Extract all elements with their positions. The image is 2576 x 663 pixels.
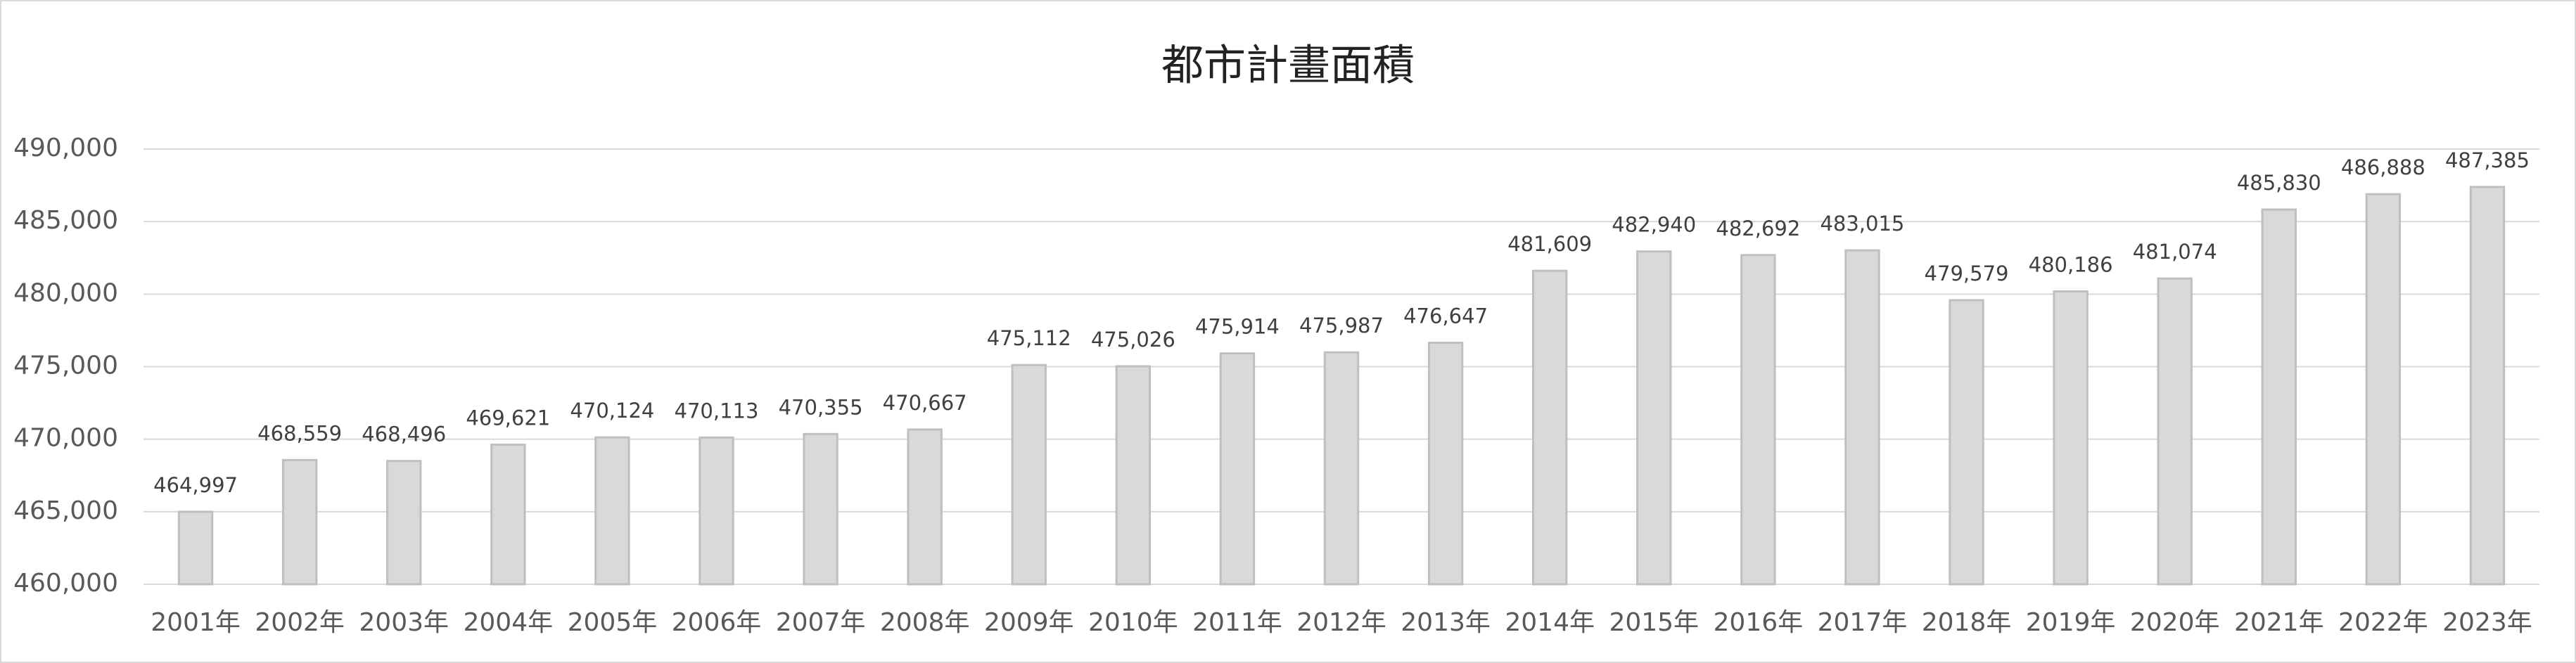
data-label: 485,830 (2237, 171, 2321, 195)
x-tick-label: 2017年 (1818, 608, 1908, 637)
y-tick-label: 490,000 (13, 134, 118, 162)
bar (1115, 365, 1152, 586)
data-label: 470,113 (675, 399, 759, 423)
bar (177, 510, 214, 586)
data-label: 470,667 (883, 391, 967, 415)
x-tick-label: 2021年 (2234, 608, 2324, 637)
data-label: 464,997 (153, 473, 238, 497)
bar (1740, 254, 1776, 586)
y-tick-label: 485,000 (13, 206, 118, 235)
x-tick-label: 2007年 (776, 608, 866, 637)
data-label: 468,559 (257, 421, 342, 445)
bar (2053, 290, 2089, 586)
bar (803, 432, 839, 586)
x-tick-label: 2002年 (255, 608, 345, 637)
x-tick-label: 2014年 (1505, 608, 1595, 637)
bar (2469, 186, 2506, 586)
y-tick-label: 480,000 (13, 278, 118, 307)
y-tick-label: 460,000 (13, 569, 118, 598)
x-tick-label: 2009年 (984, 608, 1074, 637)
chart-title: 都市計畫面積 (1161, 41, 1415, 91)
bar (386, 460, 422, 586)
bar (490, 443, 526, 586)
x-tick-label: 2013年 (1401, 608, 1491, 637)
bar (281, 458, 318, 586)
bar (907, 428, 943, 586)
x-tick-label: 2005年 (568, 608, 658, 637)
bar (699, 436, 734, 586)
y-tick-label: 465,000 (13, 496, 118, 525)
data-label: 480,186 (2029, 252, 2113, 276)
data-label: 468,496 (362, 423, 446, 446)
data-label: 470,355 (779, 395, 863, 419)
data-label: 481,074 (2133, 240, 2217, 264)
bar (1323, 351, 1360, 586)
data-label: 475,914 (1195, 315, 1280, 339)
bar (1636, 250, 1672, 586)
bar (594, 436, 630, 586)
bar (1844, 249, 1880, 586)
x-tick-label: 2011年 (1192, 608, 1282, 637)
x-tick-label: 2016年 (1714, 608, 1804, 637)
bar (1219, 352, 1256, 586)
x-tick-label: 2023年 (2442, 608, 2532, 637)
data-label: 481,609 (1507, 232, 1592, 256)
data-label: 469,621 (466, 406, 550, 430)
x-tick-label: 2008年 (880, 608, 970, 637)
x-tick-label: 2004年 (463, 608, 553, 637)
data-label: 487,385 (2445, 148, 2530, 172)
y-tick-label: 470,000 (13, 424, 118, 453)
bar (2261, 208, 2297, 586)
x-tick-label: 2001年 (151, 608, 241, 637)
x-tick-label: 2012年 (1296, 608, 1386, 637)
x-tick-label: 2010年 (1088, 608, 1178, 637)
data-label: 482,940 (1612, 213, 1696, 237)
data-label: 482,692 (1716, 217, 1800, 240)
bar (1531, 269, 1568, 586)
data-label: 475,026 (1091, 328, 1175, 352)
bar (1427, 342, 1464, 586)
data-label: 479,579 (1925, 262, 2009, 285)
x-tick-label: 2019年 (2026, 608, 2116, 637)
data-label: 483,015 (1820, 212, 1904, 236)
data-label: 475,112 (987, 326, 1071, 350)
x-tick-label: 2003年 (359, 608, 449, 637)
bar (2157, 277, 2193, 586)
x-tick-label: 2006年 (672, 608, 762, 637)
data-label: 470,124 (570, 399, 654, 423)
x-tick-label: 2018年 (1922, 608, 2012, 637)
y-tick-label: 475,000 (13, 352, 118, 380)
data-label: 486,888 (2341, 155, 2425, 179)
bar (1011, 363, 1047, 586)
x-tick-label: 2020年 (2130, 608, 2220, 637)
bar (1949, 299, 1984, 586)
bar (2365, 193, 2402, 586)
data-label: 475,987 (1299, 314, 1384, 337)
x-tick-label: 2015年 (1609, 608, 1699, 637)
data-label: 476,647 (1403, 304, 1488, 328)
x-tick-label: 2022年 (2338, 608, 2428, 637)
